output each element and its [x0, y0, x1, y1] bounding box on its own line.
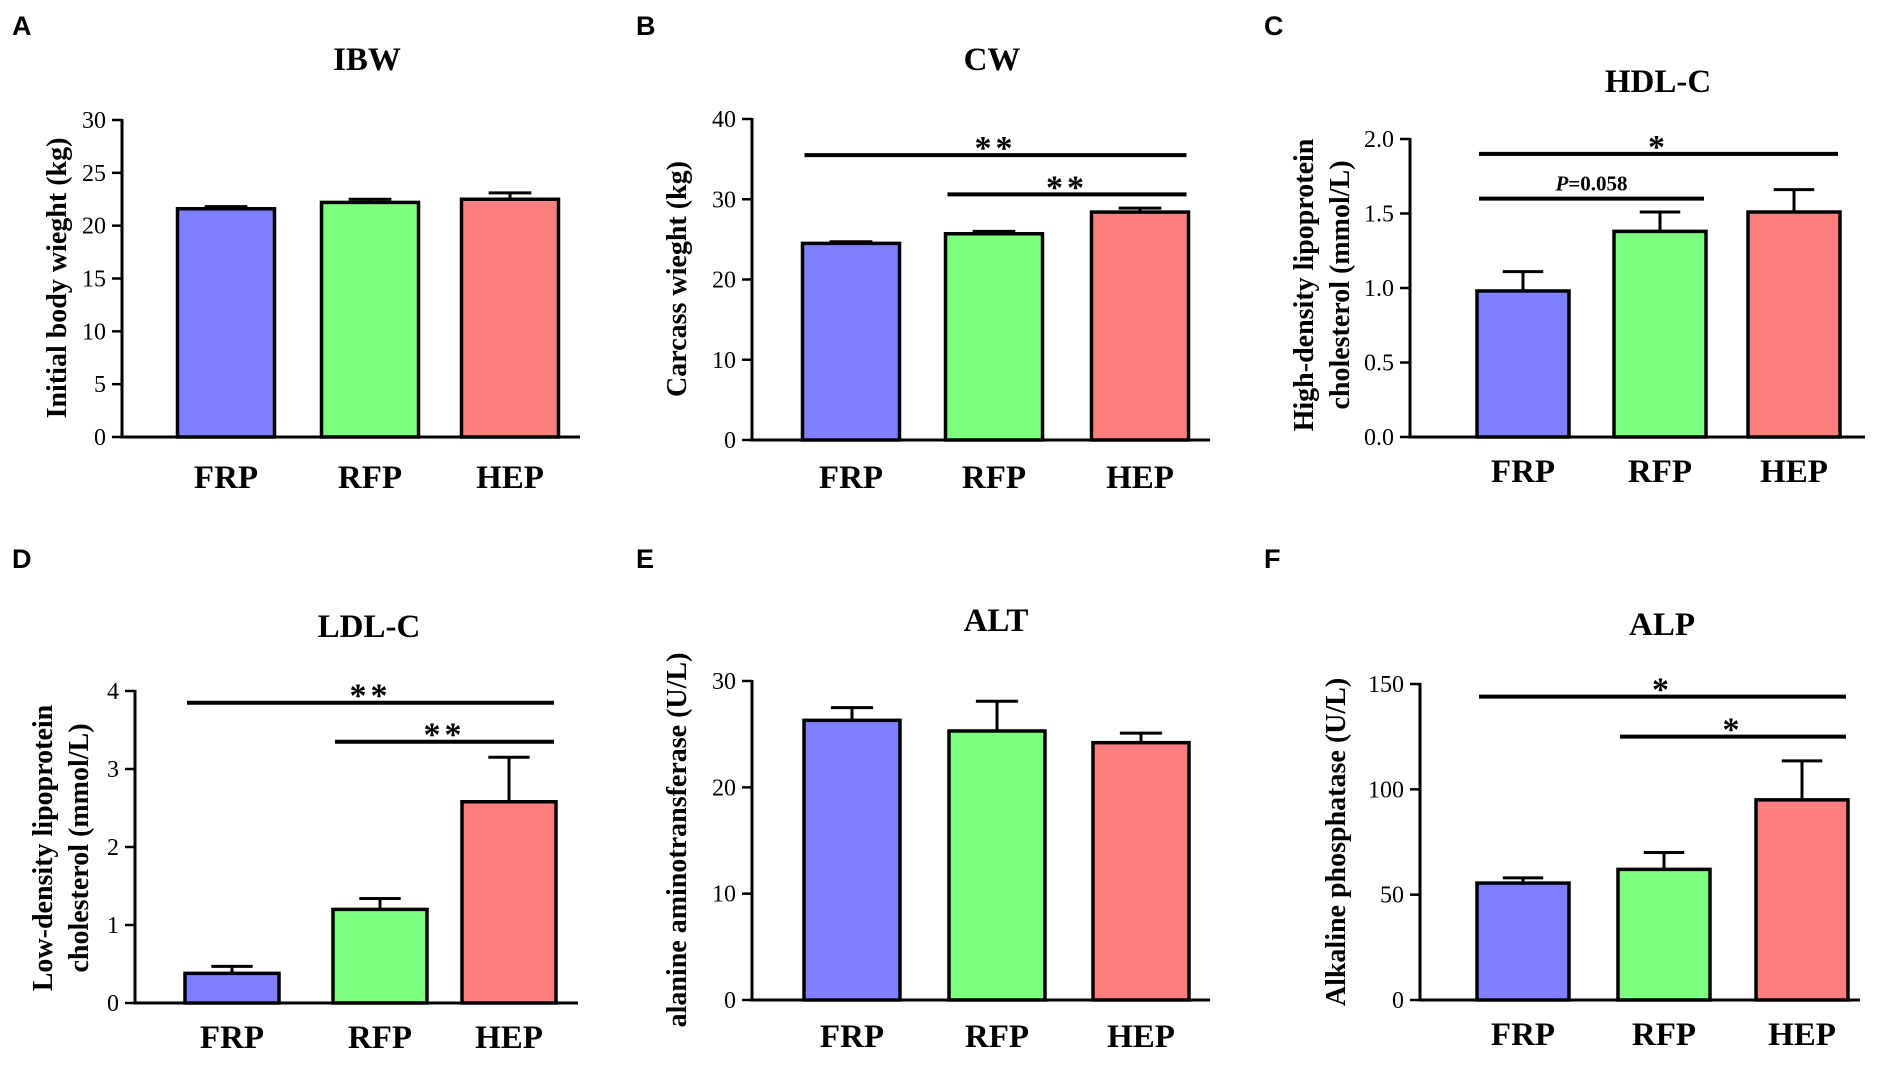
- y-tick-label: 1: [107, 913, 119, 939]
- y-tick-label: 0.0: [1364, 425, 1394, 451]
- x-tick-label: RFP: [965, 1019, 1029, 1055]
- panel-f: F ALP FRP RFP HEP 0 50 100 150 Alkaline phosphata…: [1264, 544, 1860, 1053]
- y-axis-label: Carcass wieght (kg): [662, 161, 693, 397]
- chart-title: LDL-C: [318, 609, 421, 645]
- y-tick-label: 0: [724, 428, 736, 454]
- y-tick-label: 0: [1392, 988, 1404, 1014]
- x-tick-label: RFP: [338, 460, 402, 496]
- y-axis-label: High-density lipoprotein cholesterol (mmo…: [1289, 138, 1356, 431]
- y-tick-label: 1.0: [1364, 276, 1394, 302]
- x-tick-label: RFP: [1628, 454, 1692, 490]
- y-tick-label: 5: [94, 372, 106, 398]
- y-tick-label: 25: [82, 161, 106, 187]
- bar-hep: [1754, 798, 1850, 1002]
- bar-hep: [1746, 210, 1842, 439]
- y-axis-label: Initial body wieght (kg): [42, 138, 73, 419]
- significance-label: P=0.058: [1554, 172, 1627, 196]
- bar-frp: [1475, 289, 1571, 439]
- y-tick-label: 4: [107, 679, 119, 705]
- bar-rfp: [331, 907, 429, 1005]
- x-tick-label: RFP: [1632, 1017, 1696, 1053]
- bar-rfp: [1612, 229, 1708, 439]
- panel-letter: B: [636, 11, 656, 41]
- y-tick-label: 40: [712, 107, 736, 133]
- panel-letter: A: [12, 11, 32, 41]
- y-axis-label: Low-density lipoprotein cholesterol (mmol…: [28, 704, 95, 991]
- y-tick-label: 100: [1368, 777, 1404, 803]
- panel-letter: C: [1264, 11, 1284, 41]
- y-tick-label: 10: [712, 348, 736, 374]
- panel-c: C HDL-C FRP RFP HEP 0.0 0.5 1.0 1.5 2.0 High-densi…: [1264, 11, 1865, 490]
- bar-hep: [1089, 210, 1191, 442]
- y-tick-label: 10: [712, 882, 736, 908]
- significance-label: **: [424, 717, 466, 754]
- y-tick-label: 10: [82, 319, 106, 345]
- significance-label: *: [1648, 129, 1669, 166]
- chart-title: ALP: [1629, 607, 1695, 643]
- y-tick-label: 50: [1380, 883, 1404, 909]
- panel-letter: D: [12, 544, 32, 574]
- x-tick-label: FRP: [200, 1020, 264, 1056]
- bar-frp: [802, 718, 902, 1002]
- y-tick-label: 0: [94, 425, 106, 451]
- chart-title: ALT: [964, 603, 1029, 639]
- significance-label: **: [975, 130, 1017, 167]
- significance-label: **: [350, 678, 392, 715]
- bar-frp: [183, 971, 281, 1005]
- x-tick-label: FRP: [1491, 1017, 1555, 1053]
- y-axis-label: Alkaline phosphatase (U/L): [1321, 678, 1352, 1006]
- x-tick-label: HEP: [1760, 454, 1828, 490]
- y-tick-label: 20: [712, 775, 736, 801]
- bar-frp: [1475, 881, 1571, 1002]
- bar-hep: [460, 800, 558, 1005]
- panel-d: D LDL-C FRP RFP HEP 0 1 2 3 4 Low-density lipoprot…: [12, 544, 578, 1056]
- bar-rfp: [319, 200, 421, 439]
- y-tick-label: 20: [82, 214, 106, 240]
- x-tick-label: HEP: [1106, 460, 1174, 496]
- chart-title: HDL-C: [1605, 64, 1711, 100]
- x-tick-label: HEP: [1768, 1017, 1836, 1053]
- bar-rfp: [947, 729, 1047, 1002]
- y-tick-label: 15: [82, 267, 106, 293]
- panel-e: E ALT FRP RFP HEP 0 10 20 30 alanine aminotransfe…: [636, 544, 1210, 1055]
- y-tick-label: 30: [712, 187, 736, 213]
- x-tick-label: FRP: [194, 460, 258, 496]
- x-tick-label: FRP: [820, 1019, 884, 1055]
- x-tick-label: FRP: [1491, 454, 1555, 490]
- x-tick-label: HEP: [475, 1020, 543, 1056]
- y-tick-label: 20: [712, 268, 736, 294]
- x-tick-label: HEP: [476, 460, 544, 496]
- y-tick-label: 0: [724, 988, 736, 1014]
- y-tick-label: 2: [107, 835, 119, 861]
- bar-hep: [459, 197, 561, 439]
- bar-rfp: [1616, 867, 1712, 1002]
- bar-hep: [1091, 740, 1191, 1002]
- chart-title: IBW: [333, 42, 401, 78]
- x-tick-label: HEP: [1107, 1019, 1175, 1055]
- bar-rfp: [943, 232, 1045, 442]
- significance-label: **: [1046, 169, 1088, 206]
- x-tick-label: RFP: [348, 1020, 412, 1056]
- y-tick-label: 3: [107, 757, 119, 783]
- bar-frp: [800, 241, 902, 442]
- bar-frp: [175, 207, 277, 439]
- significance-label: *: [1652, 672, 1673, 709]
- y-tick-label: 150: [1368, 672, 1404, 698]
- x-tick-label: FRP: [819, 460, 883, 496]
- chart-title: CW: [964, 42, 1021, 78]
- y-tick-label: 2.0: [1364, 127, 1394, 153]
- x-tick-label: RFP: [962, 460, 1026, 496]
- y-tick-label: 30: [712, 669, 736, 695]
- y-tick-label: 0.5: [1364, 351, 1394, 377]
- y-tick-label: 0: [107, 991, 119, 1017]
- panel-a: A IBW FRP RFP HEP 0 5 10 15 20 25 30 Initial body wi…: [12, 11, 580, 496]
- significance-label: *: [1723, 712, 1744, 749]
- panel-letter: F: [1264, 544, 1281, 574]
- y-tick-label: 30: [82, 108, 106, 134]
- y-tick-label: 1.5: [1364, 202, 1394, 228]
- panel-b: B CW FRP RFP HEP 0 10 20 30 40 Carcass wieght (kg)…: [636, 11, 1210, 496]
- y-axis-label: alanine aminotransferase (U/L): [662, 653, 693, 1028]
- panel-letter: E: [636, 544, 654, 574]
